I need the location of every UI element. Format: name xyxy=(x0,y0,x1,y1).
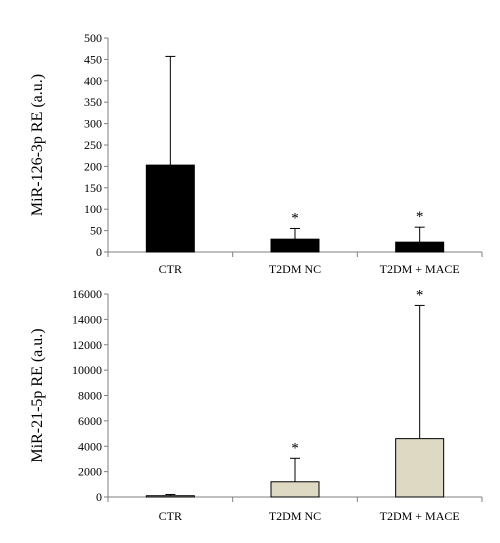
significance-marker: * xyxy=(416,209,424,225)
y-tick-label: 450 xyxy=(84,52,102,66)
category-label: T2DM NC xyxy=(269,262,321,276)
y-axis-title: MiR-126-3p RE (a.u.) xyxy=(29,74,46,216)
bar-t2dm-mace xyxy=(395,241,445,253)
y-tick-label: 8000 xyxy=(78,389,102,403)
y-tick-label: 0 xyxy=(96,245,102,259)
y-axis-title: MiR-21-5p RE (a.u.) xyxy=(29,328,46,462)
chart-mir126: 0 50 100 150 200 250 300 350 400 450 500 CTR * T2DM N… xyxy=(29,31,483,276)
y-tick-label: 500 xyxy=(84,31,102,45)
bar-t2dm-nc xyxy=(270,481,320,498)
y-tick-label: 12000 xyxy=(72,338,102,352)
y-tick-label: 300 xyxy=(84,117,102,131)
y-tick-label: 400 xyxy=(84,74,102,88)
y-tick-label: 0 xyxy=(96,490,102,504)
category-label: CTR xyxy=(159,262,182,276)
bar-ctr xyxy=(145,495,195,498)
category-label: T2DM NC xyxy=(269,509,321,523)
bar-ctr xyxy=(145,164,195,253)
bar-t2dm-mace xyxy=(395,438,445,498)
y-tick-label: 14000 xyxy=(72,312,102,326)
y-tick-label: 150 xyxy=(84,181,102,195)
significance-marker: * xyxy=(416,287,424,303)
y-tick-label: 2000 xyxy=(78,465,102,479)
category-label: T2DM + MACE xyxy=(380,509,460,523)
y-tick-label: 100 xyxy=(84,202,102,216)
bar-t2dm-nc xyxy=(270,238,320,253)
chart-mir21: 0 2000 4000 6000 8000 10000 12000 14000 16000 CTR… xyxy=(29,287,483,523)
y-tick-label: 200 xyxy=(84,159,102,173)
y-tick-label: 16000 xyxy=(72,287,102,301)
significance-marker: * xyxy=(291,440,299,456)
y-tick-label: 6000 xyxy=(78,414,102,428)
y-tick-label: 10000 xyxy=(72,363,102,377)
category-label: CTR xyxy=(159,509,182,523)
y-tick-label: 350 xyxy=(84,95,102,109)
significance-marker: * xyxy=(291,210,299,226)
y-tick-label: 250 xyxy=(84,138,102,152)
y-tick-label: 4000 xyxy=(78,439,102,453)
category-label: T2DM + MACE xyxy=(380,262,460,276)
y-tick-label: 50 xyxy=(90,224,102,238)
